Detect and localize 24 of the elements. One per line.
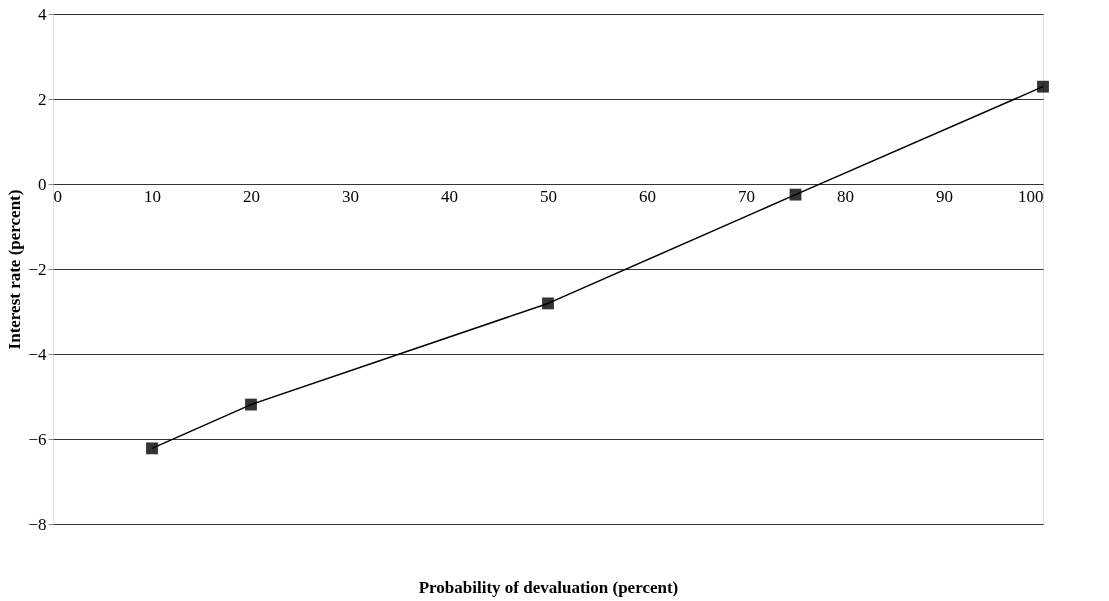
x-tick-label: 80 [837, 186, 854, 206]
x-tick-label: 20 [243, 186, 260, 206]
point [146, 442, 158, 455]
x-tick-label: 40 [441, 186, 458, 206]
y-tick-label: −6 [28, 429, 47, 449]
x-tick-label: 30 [342, 186, 359, 206]
point [542, 297, 554, 310]
y-tick-label: −2 [28, 259, 47, 279]
y-tick-label: 2 [38, 89, 47, 109]
x-tick-label: 90 [936, 186, 953, 206]
x-tick-label: 10 [144, 186, 161, 206]
y-tick-label: 4 [38, 4, 47, 24]
point [789, 188, 802, 201]
x-tick-label: 0 [53, 186, 62, 206]
y-tick-label: −4 [28, 344, 47, 364]
point [245, 398, 257, 411]
x-tick-label: 100 [1018, 186, 1044, 206]
x-tick-label: 50 [540, 186, 557, 206]
x-tick-label: 60 [639, 186, 656, 206]
point [1037, 80, 1049, 93]
x-tick-label: 70 [738, 186, 755, 206]
x-axis-title: Probability of devaluation (percent) [418, 577, 679, 597]
y-axis-title: Interest rate (percent) [5, 189, 25, 350]
y-tick-label: −8 [28, 514, 47, 534]
